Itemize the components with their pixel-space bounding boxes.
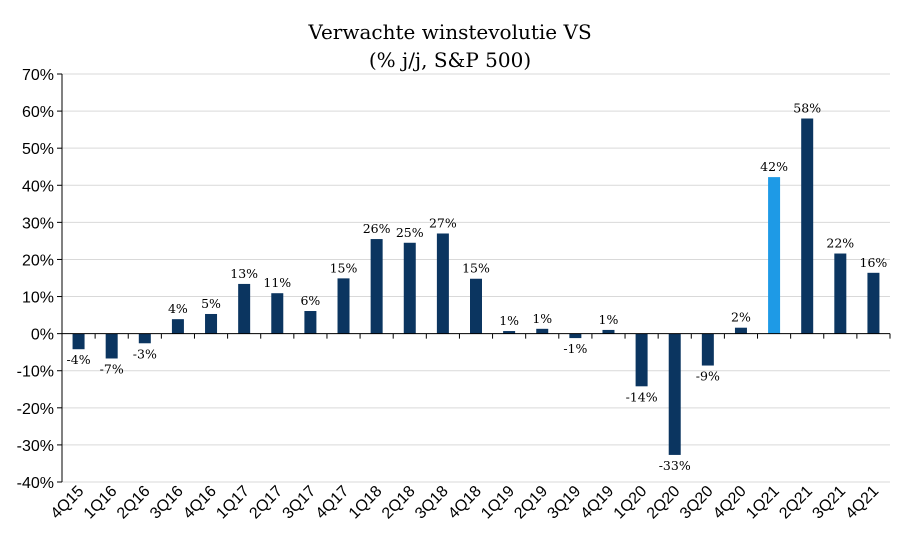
data-label-1Q17: 13% (230, 266, 258, 281)
x-tick-label-4Q17: 4Q17 (313, 483, 353, 523)
data-label-2Q21: 58% (793, 101, 821, 116)
x-tick-label-4Q20: 4Q20 (710, 483, 750, 523)
bar-3Q20 (701, 333, 714, 366)
x-tick-label-1Q19: 1Q19 (478, 483, 518, 523)
bar-4Q21 (867, 272, 880, 334)
data-label-3Q21: 22% (826, 236, 854, 251)
bar-3Q19 (569, 333, 582, 339)
bar-2Q19 (536, 328, 549, 334)
x-tick-label-4Q21: 4Q21 (843, 483, 883, 523)
bar-1Q18 (370, 239, 383, 334)
bar-4Q18 (470, 278, 482, 334)
y-tick-label: -30% (17, 438, 54, 455)
data-label-4Q16: 5% (201, 296, 221, 311)
data-label-2Q18: 25% (396, 225, 424, 240)
x-tick-label-2Q19: 2Q19 (511, 483, 551, 523)
data-label-2Q19: 1% (532, 311, 552, 326)
x-tick-label-1Q20: 1Q20 (611, 483, 651, 523)
data-label-4Q20: 2% (731, 310, 751, 325)
bars (72, 118, 880, 455)
x-tick-label-2Q16: 2Q16 (114, 483, 154, 523)
chart-subtitle: (% j/j, S&P 500) (369, 48, 531, 72)
x-tick-label-4Q19: 4Q19 (578, 483, 618, 523)
bar-2Q20 (668, 333, 681, 455)
x-tick-labels: 4Q151Q162Q163Q164Q161Q172Q173Q174Q171Q18… (48, 483, 883, 523)
data-label-1Q20: -14% (626, 389, 658, 404)
bar-2Q17 (271, 293, 284, 334)
y-tick-label: -40% (17, 475, 54, 492)
x-tick-label-3Q16: 3Q16 (147, 483, 187, 523)
axes (57, 73, 891, 483)
x-tick-label-3Q19: 3Q19 (544, 483, 584, 523)
x-tick-label-1Q21: 1Q21 (743, 483, 783, 523)
y-tick-label: 10% (22, 290, 54, 307)
bar-4Q16 (205, 313, 218, 334)
bar-1Q16 (105, 333, 118, 359)
data-label-4Q19: 1% (599, 312, 619, 327)
x-tick-label-1Q16: 1Q16 (81, 483, 121, 523)
y-tick-label: 40% (22, 178, 54, 195)
y-tick-label: 30% (22, 215, 54, 232)
data-label-4Q17: 15% (330, 260, 358, 275)
data-label-2Q16: -3% (133, 346, 157, 361)
y-tick-label: 50% (22, 141, 54, 158)
x-tick-label-1Q18: 1Q18 (346, 483, 386, 523)
bar-2Q21 (801, 118, 814, 334)
y-tick-label: -10% (17, 364, 54, 381)
y-tick-label: -20% (17, 401, 54, 418)
bar-1Q19 (503, 331, 516, 334)
y-tick-label: 20% (22, 252, 54, 269)
data-labels: -4% -7% -3% 4% 5% 13% 11% 6% 15% 26% 25% 27% 15% 1% 1%… (67, 101, 888, 473)
data-label-2Q20: -33% (659, 458, 691, 473)
bar-2Q18 (403, 242, 416, 334)
bar-4Q20 (734, 327, 747, 334)
bar-1Q17 (238, 283, 251, 334)
bar-1Q21 (768, 177, 781, 334)
data-label-3Q19: -1% (563, 341, 587, 356)
x-tick-label-2Q20: 2Q20 (644, 483, 684, 523)
x-tick-label-1Q17: 1Q17 (213, 483, 253, 523)
data-label-3Q16: 4% (168, 301, 188, 316)
bar-1Q20 (635, 333, 648, 387)
data-label-4Q21: 16% (860, 255, 888, 270)
data-label-3Q18: 27% (429, 215, 457, 230)
x-tick-label-3Q20: 3Q20 (677, 483, 717, 523)
data-label-1Q16: -7% (100, 361, 124, 376)
x-tick-label-2Q18: 2Q18 (379, 483, 419, 523)
bar-4Q19 (602, 329, 615, 334)
data-label-3Q17: 6% (300, 293, 320, 308)
bar-4Q17 (337, 278, 350, 334)
x-tick-label-3Q21: 3Q21 (809, 483, 849, 523)
data-label-1Q18: 26% (363, 221, 391, 236)
data-label-4Q15: -4% (67, 352, 91, 367)
data-label-2Q17: 11% (263, 275, 291, 290)
x-tick-label-4Q16: 4Q16 (180, 483, 220, 523)
data-label-4Q18: 15% (462, 261, 490, 276)
x-tick-label-3Q17: 3Q17 (280, 483, 320, 523)
y-tick-label: 60% (22, 104, 54, 121)
bar-3Q18 (436, 233, 449, 334)
chart-title: Verwachte winstevolutie VS (307, 20, 591, 44)
x-tick-label-4Q18: 4Q18 (445, 483, 485, 523)
bar-2Q16 (138, 333, 151, 344)
y-tick-label: 70% (22, 67, 54, 84)
gridlines (62, 73, 890, 483)
y-tick-label: 0% (31, 327, 54, 344)
bar-3Q21 (834, 253, 847, 334)
data-label-1Q19: 1% (499, 313, 519, 328)
y-tick-labels: -40% -30% -20% -10% 0% 10% 20% 30% 40% 50% 60% 70% (17, 67, 54, 492)
data-label-1Q21: 42% (760, 159, 788, 174)
data-label-3Q20: -9% (696, 369, 720, 384)
bar-3Q16 (171, 319, 184, 334)
x-tick-label-2Q21: 2Q21 (776, 483, 816, 523)
bar-4Q15 (72, 333, 85, 350)
x-tick-label-2Q17: 2Q17 (246, 483, 286, 523)
x-tick-label-3Q18: 3Q18 (412, 483, 452, 523)
bar-3Q17 (304, 311, 317, 334)
